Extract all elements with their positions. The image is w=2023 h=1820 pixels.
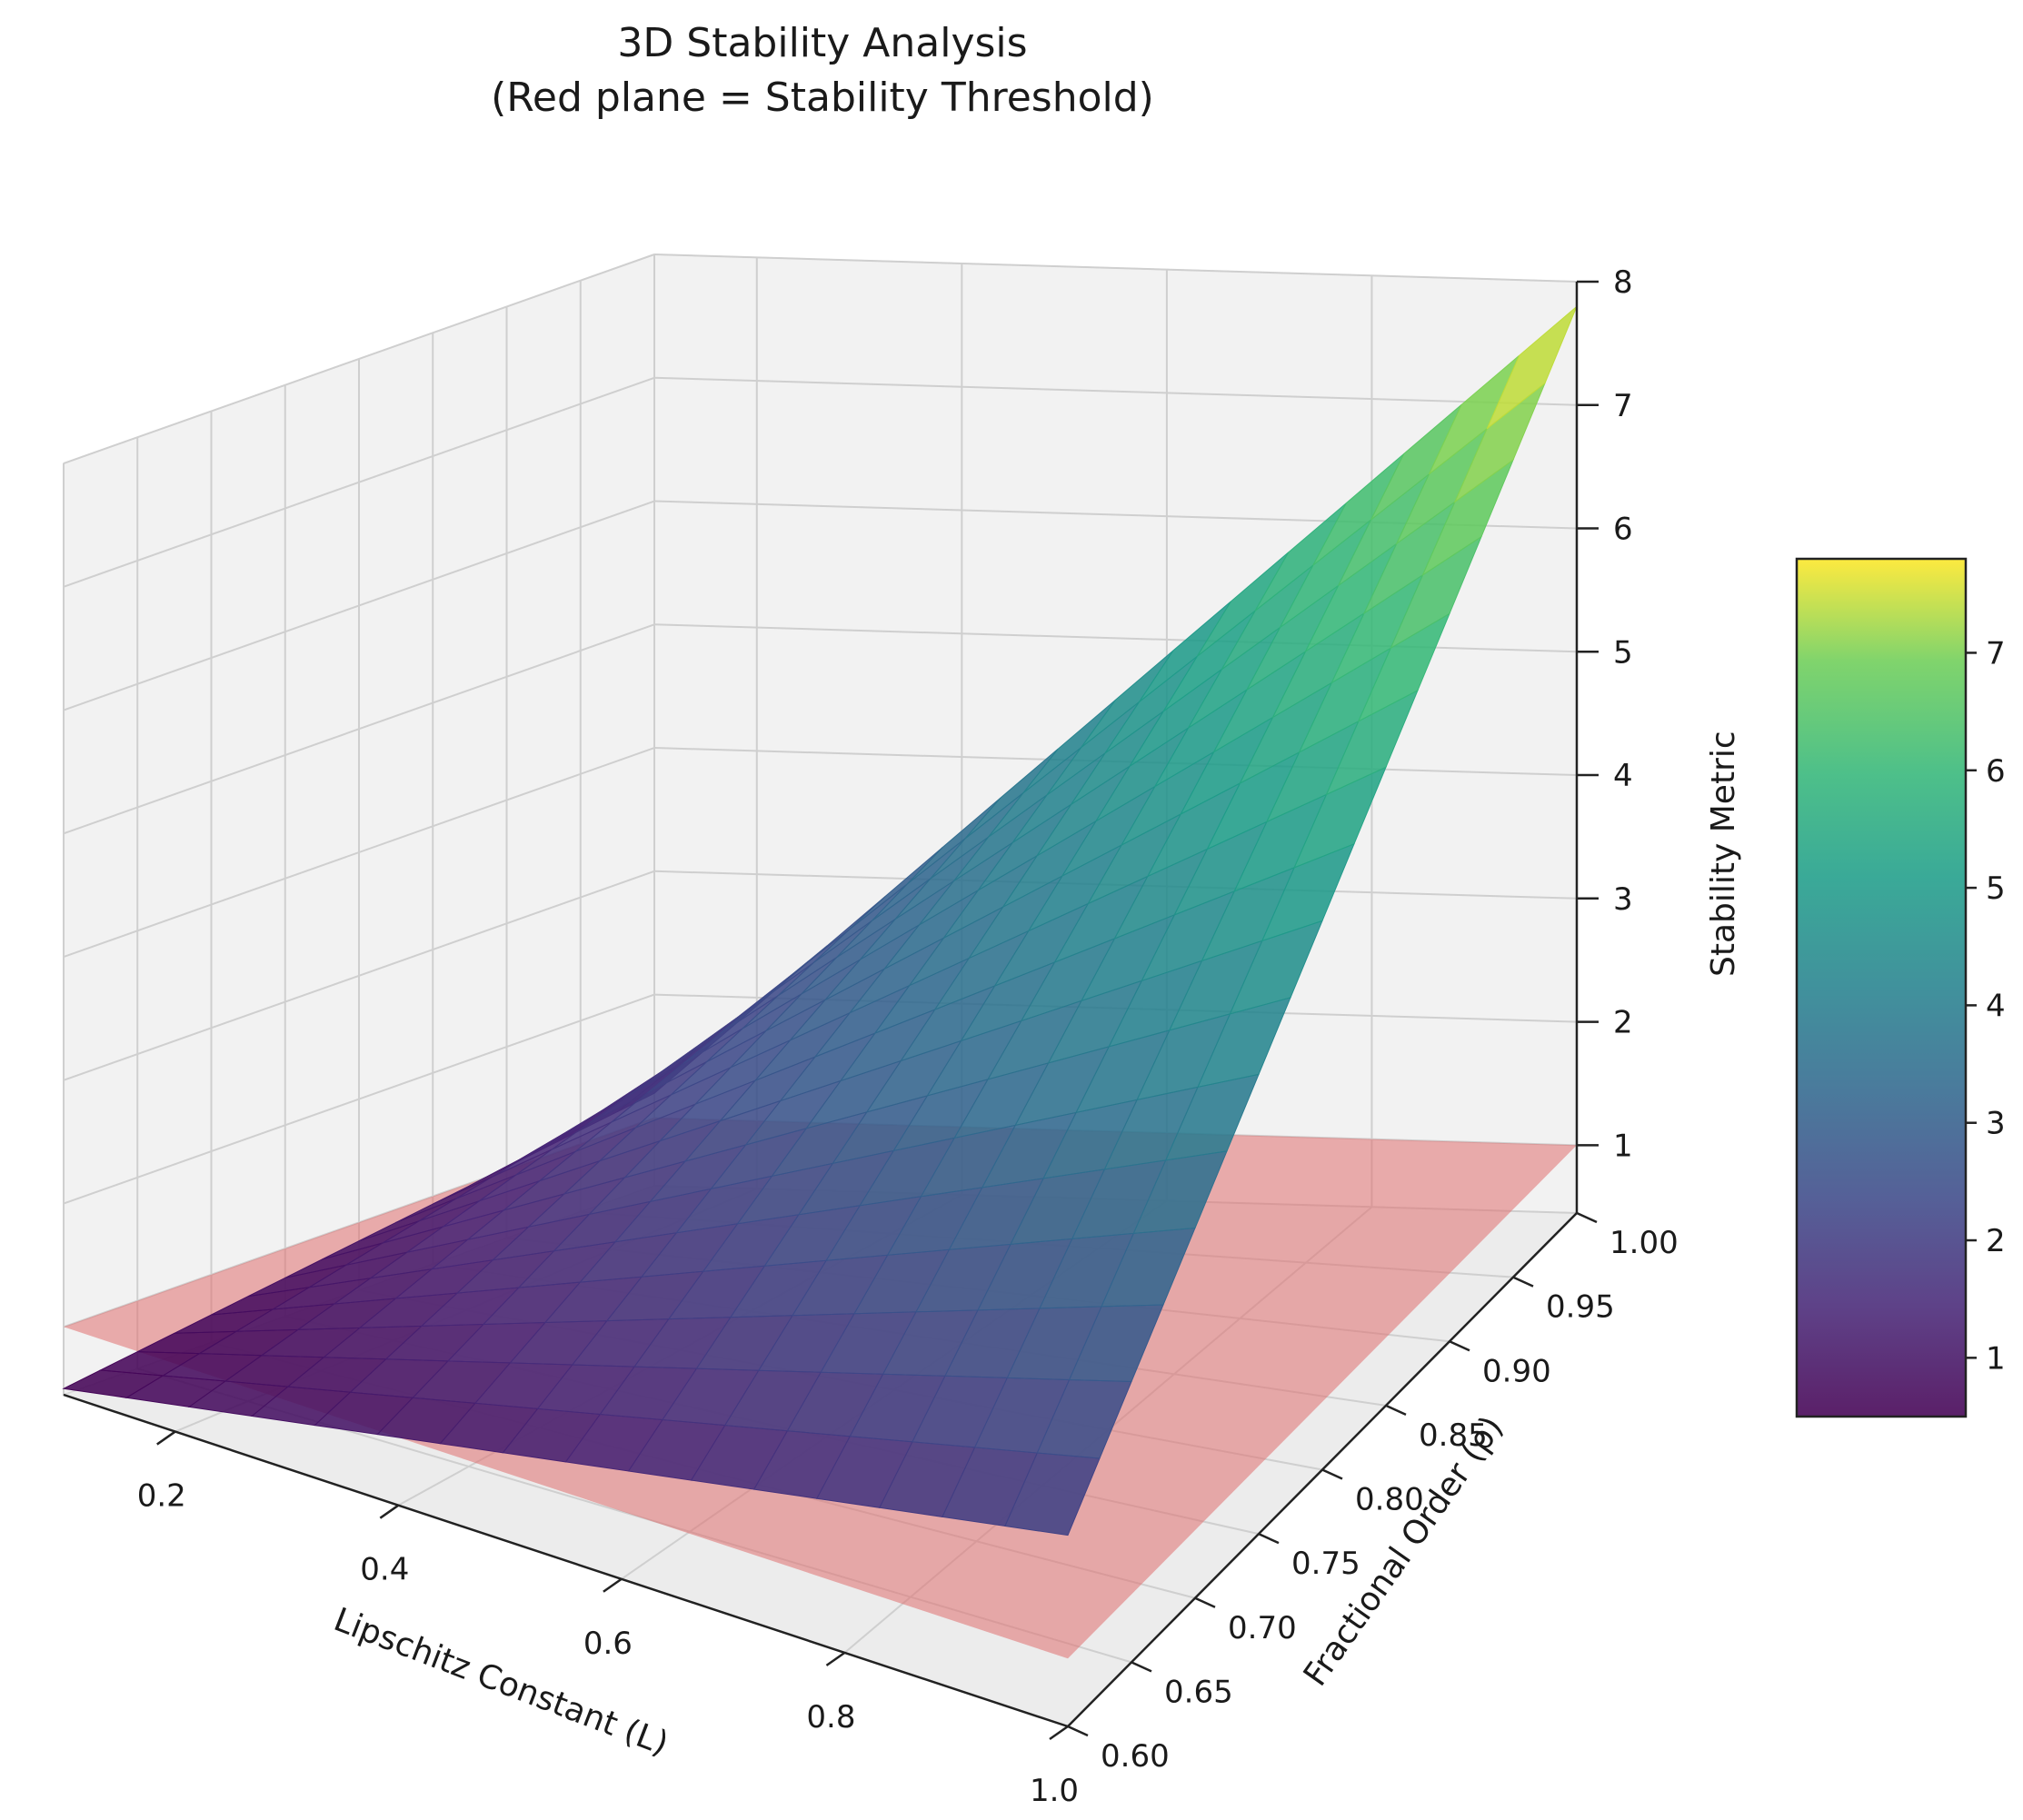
y-tick-label: 0.85	[1419, 1417, 1488, 1454]
colorbar-tick-label: 7	[1986, 635, 2006, 671]
x-tick-label: 0.2	[137, 1478, 186, 1515]
colorbar-gradient	[1797, 559, 1966, 1417]
x-tick-mark	[1049, 1725, 1069, 1741]
left-grid-z	[63, 376, 655, 588]
back-grid-z	[653, 254, 1578, 283]
x-tick-mark	[825, 1651, 846, 1666]
y-tick-label: 0.65	[1164, 1674, 1233, 1710]
y-tick-mark	[1385, 1404, 1407, 1417]
chart-title: 3D Stability Analysis	[617, 20, 1027, 66]
x-tick-mark	[603, 1577, 623, 1593]
z-tick-label: 2	[1613, 1005, 1633, 1041]
left-grid-z	[63, 623, 655, 835]
x-tick-label: 1.0	[1030, 1773, 1079, 1809]
x-tick-mark	[379, 1504, 400, 1519]
surface	[62, 305, 1578, 1537]
x-tick-label: 0.8	[806, 1699, 855, 1735]
chart-subtitle: (Red plane = Stability Threshold)	[491, 75, 1154, 121]
x-tick-label: 0.6	[583, 1626, 633, 1662]
y-tick-label: 0.80	[1355, 1482, 1424, 1518]
left-grid-z	[63, 993, 655, 1205]
y-tick-mark	[1258, 1532, 1280, 1545]
y-tick-mark	[1194, 1596, 1216, 1608]
y-tick-label: 1.00	[1609, 1225, 1679, 1261]
y-tick-mark	[1067, 1725, 1089, 1737]
colorbar-tick-label: 3	[1986, 1106, 2006, 1142]
y-tick-mark	[1512, 1276, 1534, 1288]
left-grid-z	[63, 747, 655, 958]
z-tick-label: 5	[1613, 634, 1633, 671]
colorbar-tick-label: 2	[1986, 1223, 2006, 1259]
back-grid-z	[653, 376, 1578, 406]
left-grid-z	[63, 870, 655, 1081]
z-tick-label: 6	[1613, 512, 1633, 548]
y-tick-label: 0.95	[1546, 1289, 1615, 1326]
z-tick-label: 4	[1613, 758, 1633, 794]
colorbar-tick-label: 6	[1986, 753, 2006, 790]
z-tick-label: 3	[1613, 881, 1633, 918]
colorbar-tick-label: 1	[1986, 1340, 2006, 1377]
x-tick-mark	[156, 1430, 176, 1446]
y-tick-label: 0.60	[1101, 1738, 1170, 1775]
left-grid-z	[63, 254, 655, 464]
axes-ticks: 0.2 0.4 0.6 0.8 1.0 0.60 0.65 0.70 0.75 0.80 0.85 0…	[63, 264, 1679, 1809]
y-tick-label: 0.70	[1228, 1610, 1297, 1646]
x-tick-label: 0.4	[360, 1552, 409, 1588]
y-tick-mark	[1576, 1211, 1598, 1224]
y-tick-label: 0.75	[1291, 1546, 1360, 1582]
colorbar-tick-label: 5	[1986, 870, 2006, 907]
colorbar: 1 2 3 4 5 6 7	[1795, 557, 2006, 1418]
y-tick-mark	[1321, 1468, 1343, 1480]
z-tick-label: 7	[1613, 388, 1633, 424]
y-tick-label: 0.90	[1482, 1353, 1551, 1389]
colorbar-frame	[1795, 557, 1968, 1418]
z-tick-label: 8	[1613, 264, 1633, 301]
y-tick-mark	[1131, 1661, 1152, 1673]
colorbar-tick-label: 4	[1986, 988, 2006, 1024]
z-tick-label: 1	[1613, 1128, 1633, 1164]
y-tick-mark	[1449, 1340, 1470, 1352]
plot-layer	[62, 305, 1578, 1659]
left-grid-z	[63, 500, 655, 711]
z-axis-label: Stability Metric	[1705, 731, 1742, 977]
x-axis-line	[63, 1393, 1069, 1728]
